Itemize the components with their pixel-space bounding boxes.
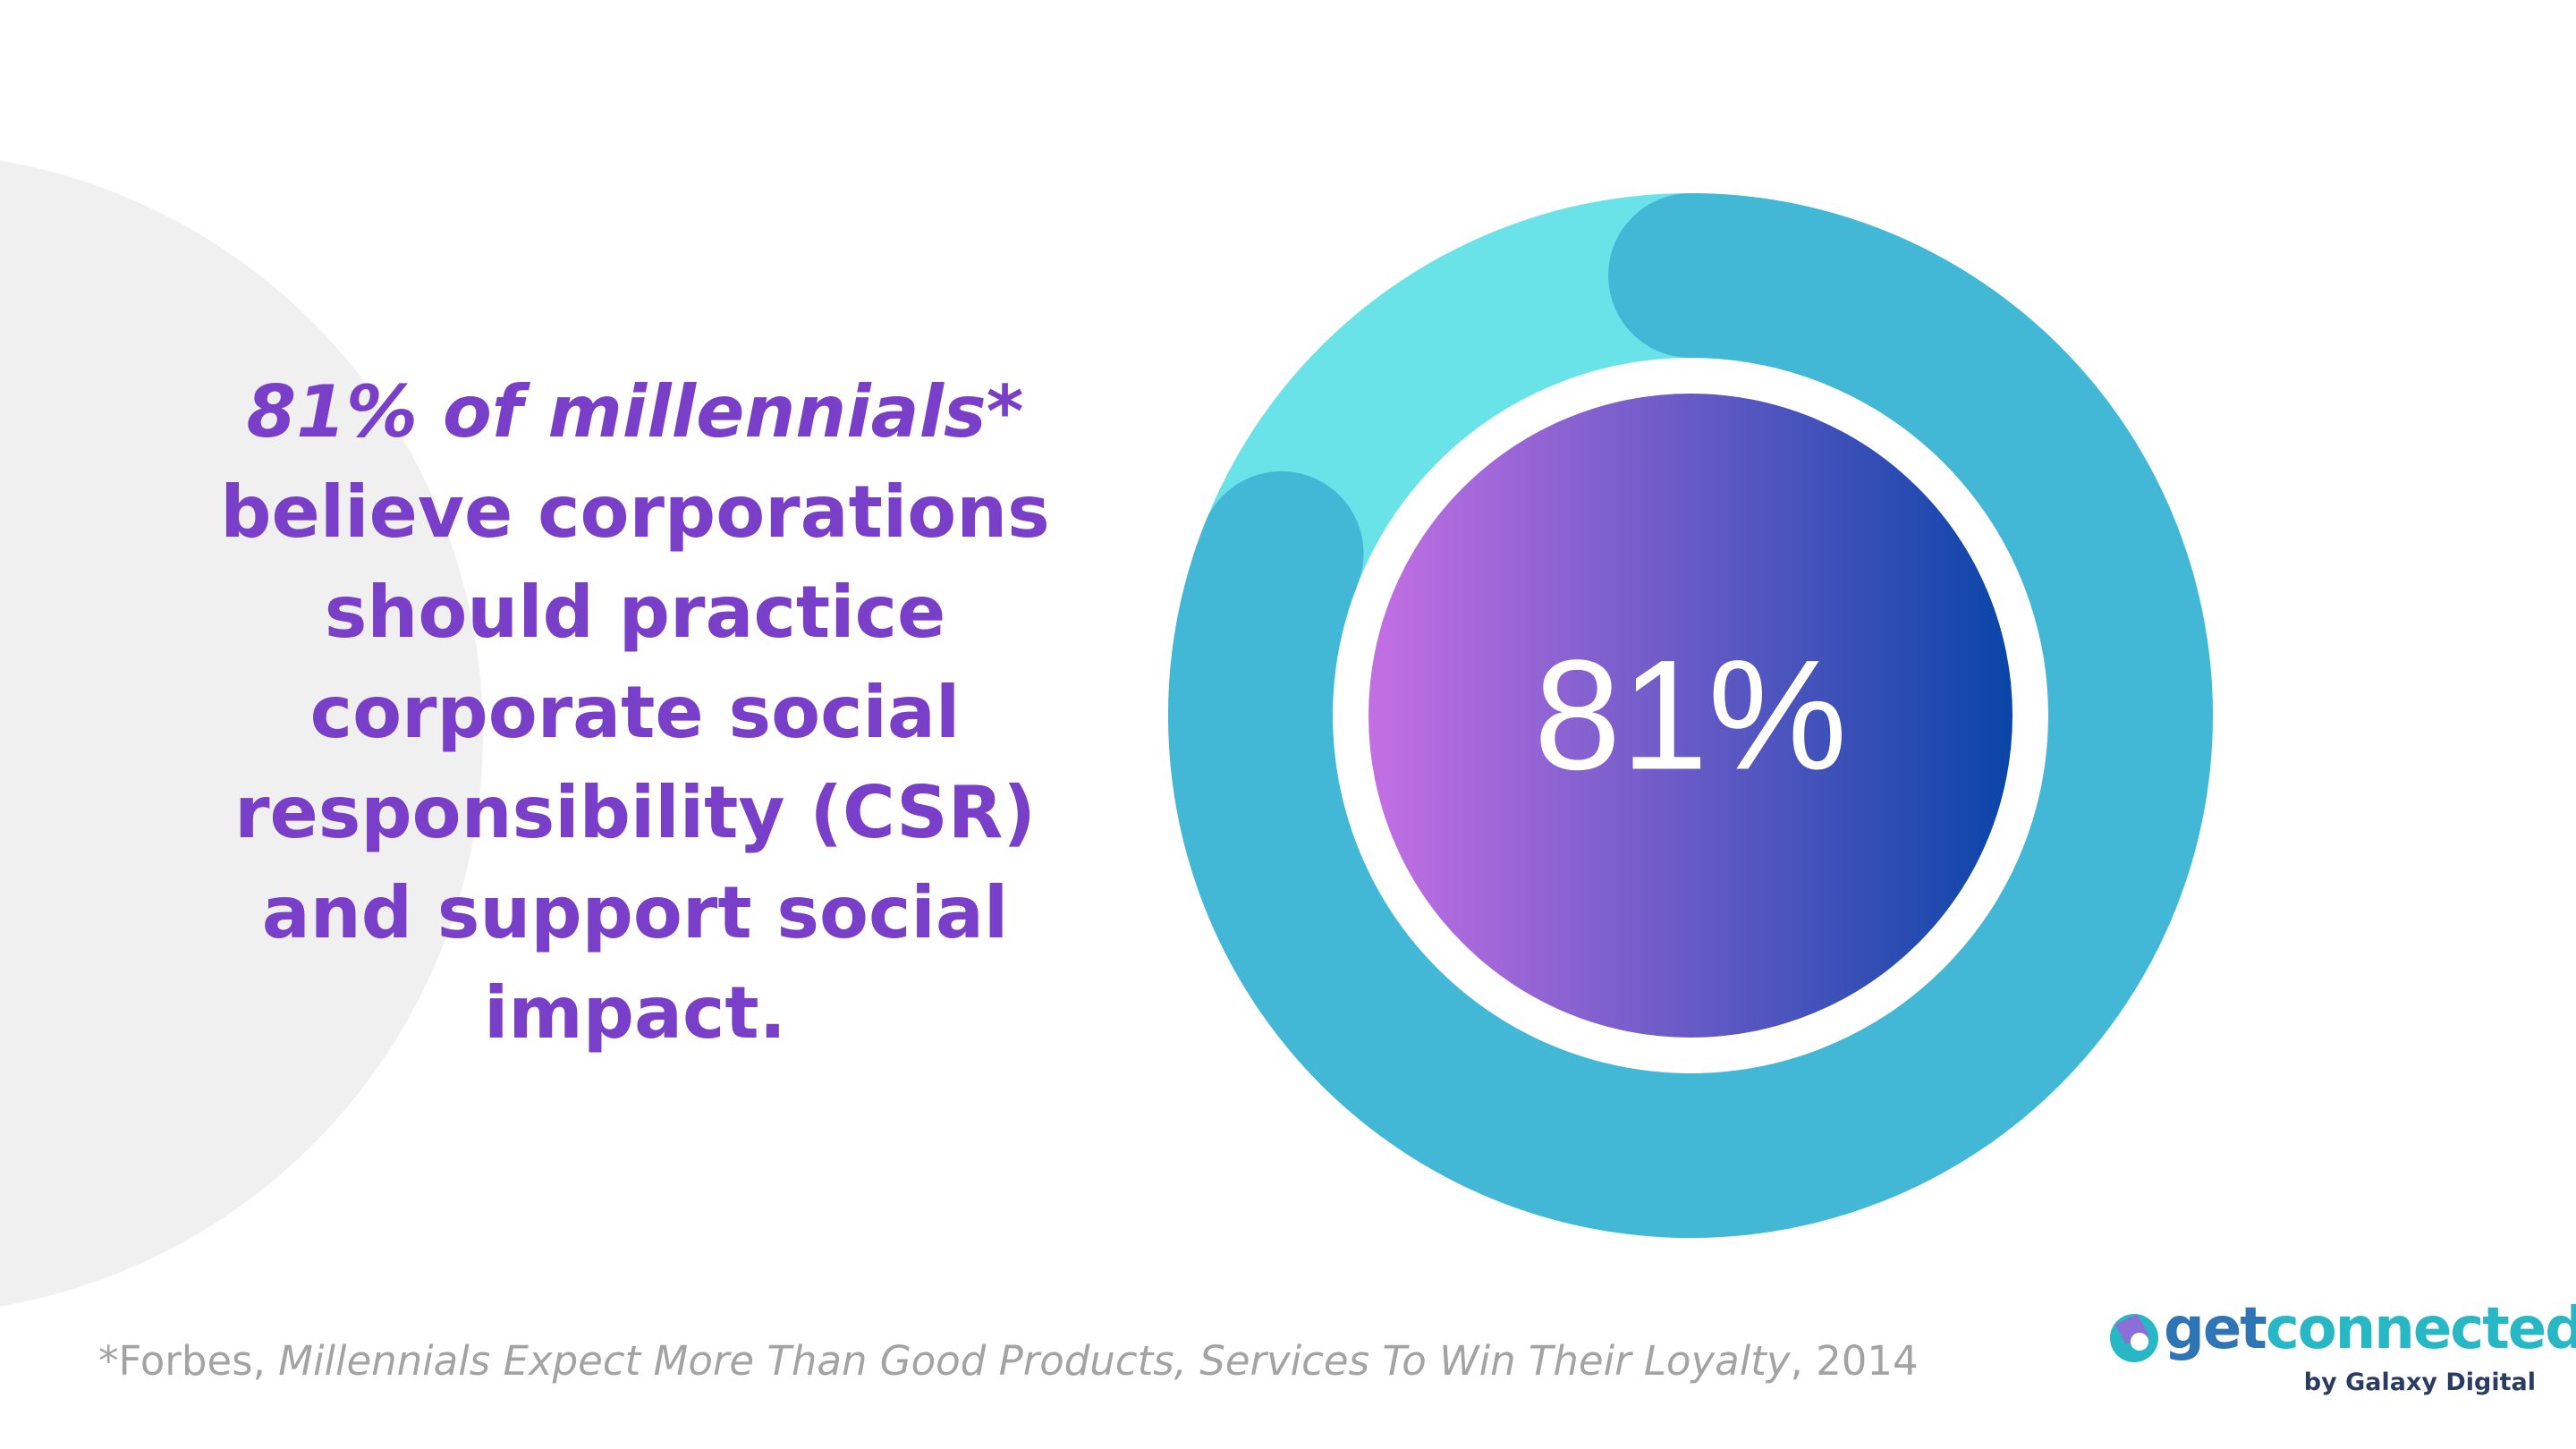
- footnote-prefix: *Forbes,: [98, 1337, 279, 1385]
- logo-mark-icon: [2110, 1314, 2158, 1362]
- donut-chart: 81%: [1168, 193, 2213, 1238]
- logo-word-connected: connected: [2265, 1296, 2576, 1362]
- source-footnote: *Forbes, Millennials Expect More Than Go…: [98, 1337, 1919, 1385]
- footnote-title: Millennials Expect More Than Good Produc…: [278, 1337, 1791, 1385]
- logo-word-get: get: [2164, 1296, 2267, 1362]
- donut-center-disc: [1368, 394, 2012, 1038]
- headline-body: believe corporations should practice cor…: [220, 470, 1050, 1055]
- donut-center-label: 81%: [1534, 629, 1847, 803]
- logo-wordmark: getconnected: [2164, 1296, 2576, 1362]
- footnote-suffix: , 2014: [1790, 1337, 1919, 1385]
- logo-byline: by Galaxy Digital: [2303, 1368, 2536, 1396]
- headline: 81% of millennials* believe corporations…: [161, 362, 1109, 1063]
- donut-slice-primary: [1168, 193, 2213, 1238]
- getconnected-logo: getconnected by Galaxy Digital: [2106, 1296, 2576, 1409]
- headline-lead: 81% of millennials*: [246, 370, 1024, 453]
